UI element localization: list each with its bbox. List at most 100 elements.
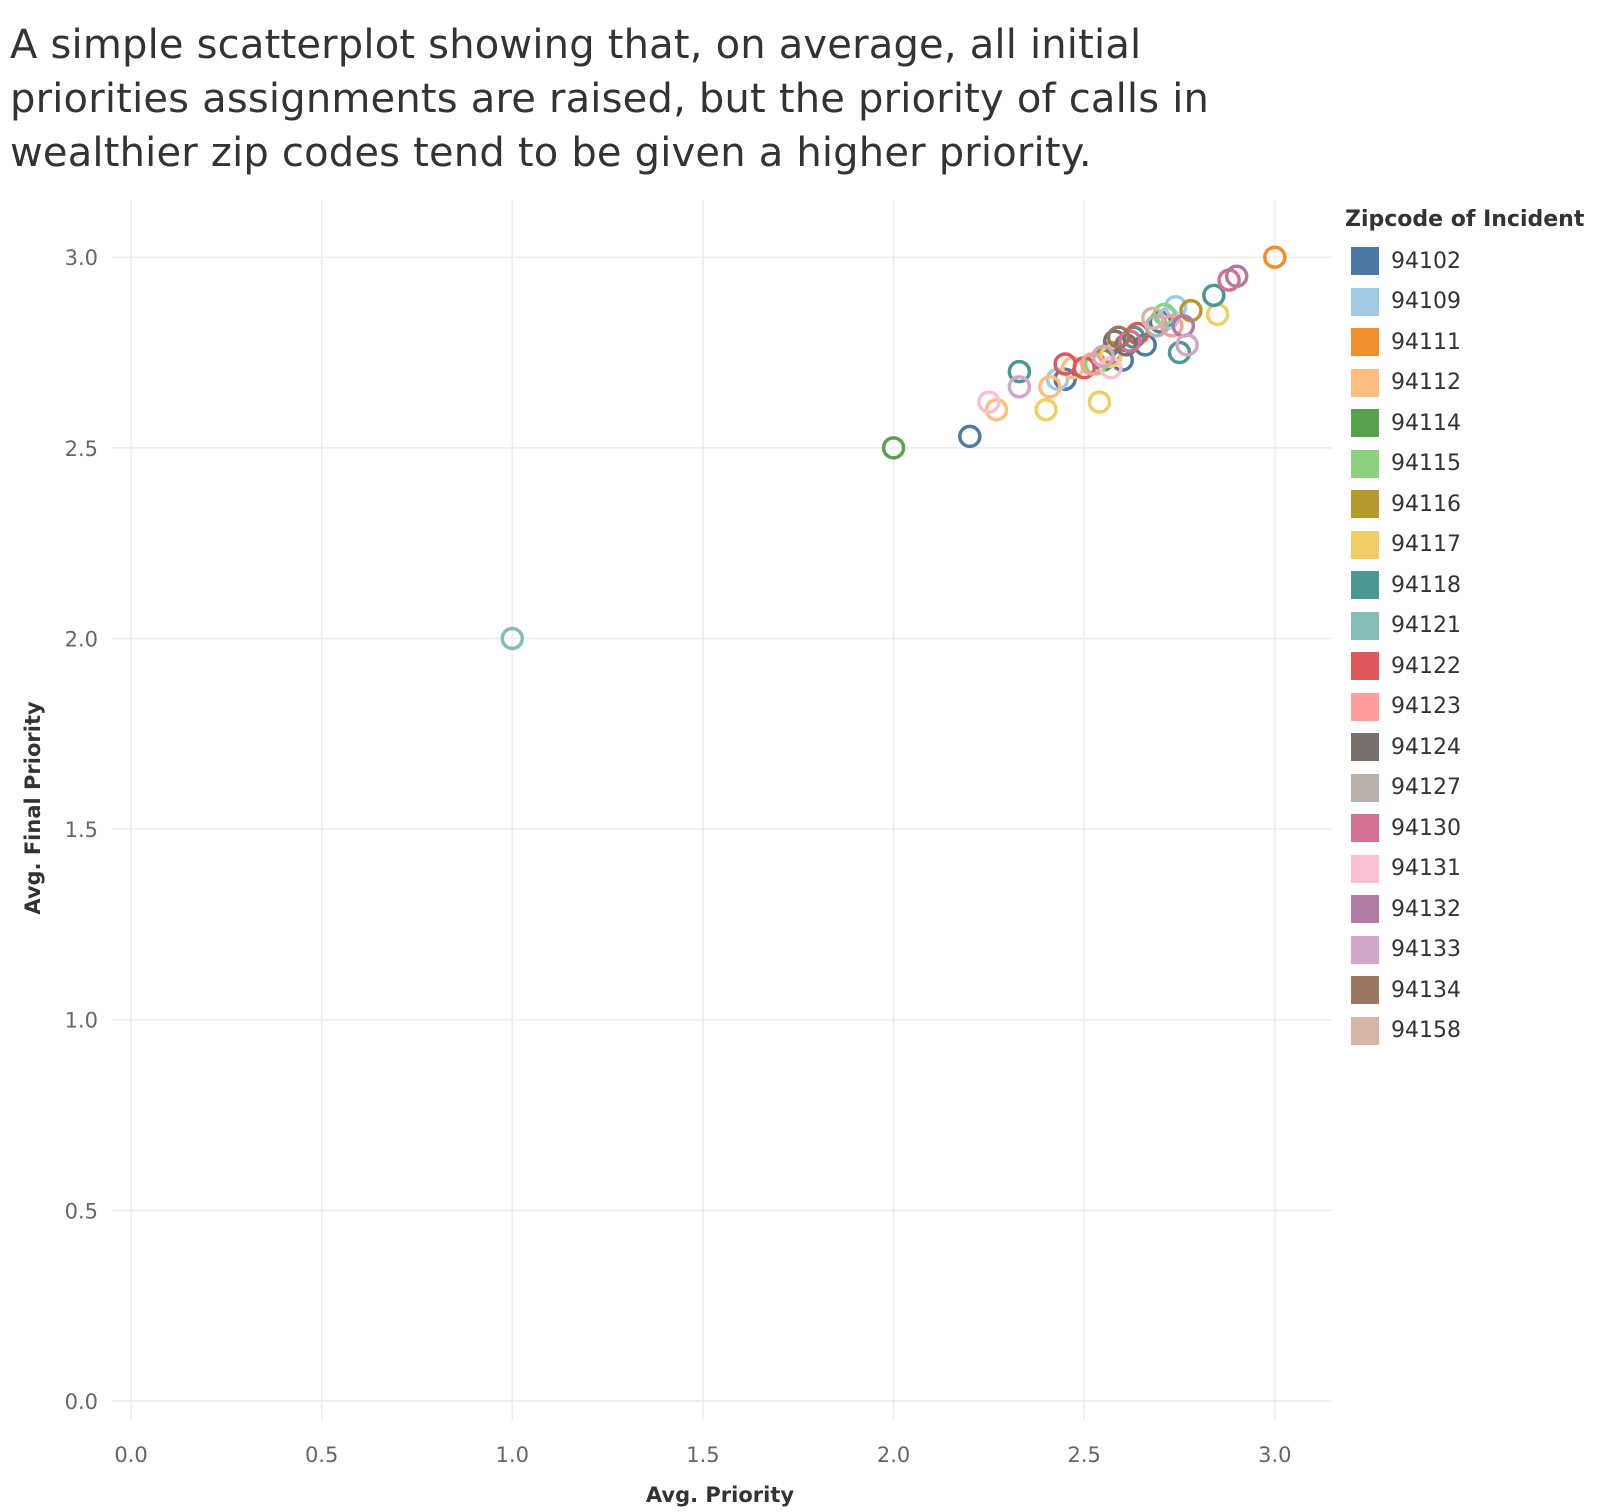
data-point-94130[interactable] <box>1118 329 1142 353</box>
data-point-94134[interactable] <box>1106 325 1131 349</box>
legend-swatch <box>1351 247 1379 276</box>
legend-label: 94133 <box>1391 937 1461 963</box>
legend-swatch <box>1351 692 1379 721</box>
legend-swatch <box>1351 814 1379 843</box>
data-points <box>500 245 1287 651</box>
legend-item-94112[interactable]: 94112 <box>1345 363 1605 404</box>
legend-item-94121[interactable]: 94121 <box>1345 606 1605 647</box>
legend-item-94123[interactable]: 94123 <box>1345 687 1605 728</box>
data-point-94118[interactable] <box>1007 359 1032 384</box>
legend-label: 94130 <box>1391 815 1461 841</box>
legend-item-94122[interactable]: 94122 <box>1345 646 1605 687</box>
legend-label: 94111 <box>1391 329 1461 355</box>
legend-swatch <box>1351 530 1379 559</box>
legend-label: 94102 <box>1391 248 1461 274</box>
legend-item-94133[interactable]: 94133 <box>1345 930 1605 971</box>
data-point-94158[interactable] <box>1141 306 1165 330</box>
data-point-94121[interactable] <box>500 626 525 651</box>
x-tick-label: 1.5 <box>686 1443 719 1467</box>
legend-item-94111[interactable]: 94111 <box>1345 322 1605 363</box>
legend-swatch <box>1351 733 1379 762</box>
legend-label: 94124 <box>1391 734 1461 760</box>
legend-item-94127[interactable]: 94127 <box>1345 768 1605 809</box>
data-point-94112[interactable] <box>1038 375 1062 399</box>
data-point-94112[interactable] <box>984 397 1009 422</box>
legend-item-94118[interactable]: 94118 <box>1345 565 1605 606</box>
legend-swatch <box>1351 652 1379 681</box>
legend-item-94131[interactable]: 94131 <box>1345 849 1605 890</box>
data-point-94133[interactable] <box>1007 375 1032 399</box>
legend-item-94114[interactable]: 94114 <box>1345 403 1605 444</box>
legend-label: 94112 <box>1391 370 1461 396</box>
legend-swatch <box>1351 490 1379 519</box>
legend-label: 94123 <box>1391 694 1461 720</box>
data-point-94124[interactable] <box>1114 333 1138 357</box>
legend-swatch <box>1351 935 1379 964</box>
data-point-94114[interactable] <box>881 436 906 460</box>
y-tick-label: 1.5 <box>65 818 98 842</box>
y-tick-label: 2.0 <box>65 627 98 651</box>
legend-label: 94127 <box>1391 775 1461 801</box>
legend-label: 94116 <box>1391 491 1461 517</box>
data-point-94117[interactable] <box>1099 344 1123 369</box>
axes: 0.0 0.5 1.0 1.5 2.0 2.5 3.0 0.0 0.5 1.0 1.5 2.0 2.5 3… <box>65 246 1292 1467</box>
legend-label: 94115 <box>1391 451 1461 477</box>
legend-title: Zipcode of Incident <box>1345 207 1585 232</box>
legend-swatch <box>1351 773 1379 802</box>
data-point-94118[interactable] <box>1202 283 1226 308</box>
legend-item-94117[interactable]: 94117 <box>1345 525 1605 566</box>
y-tick-label: 3.0 <box>65 246 98 270</box>
data-point-94102[interactable] <box>958 424 982 449</box>
legend-item-94132[interactable]: 94132 <box>1345 889 1605 930</box>
legend-item-94102[interactable]: 94102 <box>1345 241 1605 282</box>
legend-swatch <box>1351 328 1379 357</box>
legend-item-94109[interactable]: 94109 <box>1345 282 1605 323</box>
x-tick-label: 2.5 <box>1067 1443 1100 1467</box>
data-point-94118[interactable] <box>1167 340 1192 365</box>
data-point-94132[interactable] <box>1224 264 1249 288</box>
legend-item-94124[interactable]: 94124 <box>1345 727 1605 768</box>
legend-item-94130[interactable]: 94130 <box>1345 808 1605 849</box>
legend-swatch <box>1351 1016 1379 1045</box>
data-point-94123[interactable] <box>1160 314 1184 338</box>
legend-swatch <box>1351 854 1379 883</box>
legend-label: 94121 <box>1391 613 1461 639</box>
data-point-94133[interactable] <box>1091 344 1115 369</box>
legend-swatch <box>1351 449 1379 478</box>
legend-swatch <box>1351 409 1379 438</box>
legend-item-94158[interactable]: 94158 <box>1345 1011 1605 1052</box>
legend-item-94134[interactable]: 94134 <box>1345 970 1605 1011</box>
data-point-94111[interactable] <box>1263 245 1287 269</box>
data-point-94117[interactable] <box>1205 302 1230 327</box>
data-point-94131[interactable] <box>977 390 1001 414</box>
data-point-94117[interactable] <box>1034 397 1058 422</box>
data-point-94133[interactable] <box>1175 333 1199 357</box>
legend-swatch <box>1351 976 1379 1005</box>
legend-swatch <box>1351 571 1379 600</box>
data-point-94124[interactable] <box>1102 329 1127 353</box>
legend-item-94115[interactable]: 94115 <box>1345 444 1605 485</box>
legend-label: 94114 <box>1391 410 1461 436</box>
legend-label: 94132 <box>1391 896 1461 922</box>
legend-swatch <box>1351 611 1379 640</box>
x-axis-label: Avg. Priority <box>646 1483 794 1507</box>
x-tick-label: 3.0 <box>1258 1443 1291 1467</box>
y-tick-label: 0.5 <box>65 1199 98 1223</box>
legend-swatch <box>1351 895 1379 924</box>
legend-label: 94118 <box>1391 572 1461 598</box>
x-tick-label: 0.0 <box>114 1443 147 1467</box>
x-tick-label: 0.5 <box>305 1443 338 1467</box>
y-axis-label: Avg. Final Priority <box>21 701 45 915</box>
legend-label: 94158 <box>1391 1018 1461 1044</box>
legend-label: 94122 <box>1391 653 1461 679</box>
x-tick-label: 2.0 <box>877 1443 910 1467</box>
legend: Zipcode of Incident 94102 94109 94111 94112… <box>1345 205 1605 1051</box>
grid-lines <box>112 200 1332 1420</box>
y-tick-label: 2.5 <box>65 437 98 461</box>
x-tick-label: 1.0 <box>496 1443 529 1467</box>
legend-item-94116[interactable]: 94116 <box>1345 484 1605 525</box>
legend-swatch <box>1351 287 1379 316</box>
data-point-94117[interactable] <box>1087 390 1112 414</box>
legend-label: 94117 <box>1391 532 1461 558</box>
